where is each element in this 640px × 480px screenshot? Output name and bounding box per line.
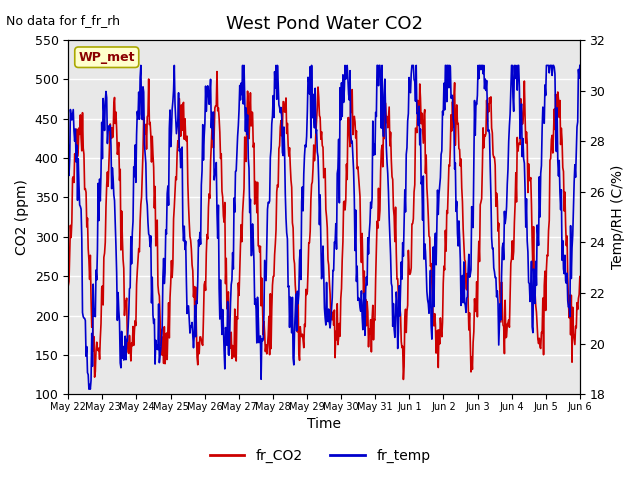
Text: No data for f_fr_rh: No data for f_fr_rh [6,14,120,27]
Title: West Pond Water CO2: West Pond Water CO2 [225,15,422,33]
X-axis label: Time: Time [307,418,341,432]
Text: WP_met: WP_met [79,51,135,64]
Y-axis label: Temp/RH (C/%): Temp/RH (C/%) [611,165,625,269]
Legend: fr_CO2, fr_temp: fr_CO2, fr_temp [204,443,436,468]
Y-axis label: CO2 (ppm): CO2 (ppm) [15,179,29,255]
